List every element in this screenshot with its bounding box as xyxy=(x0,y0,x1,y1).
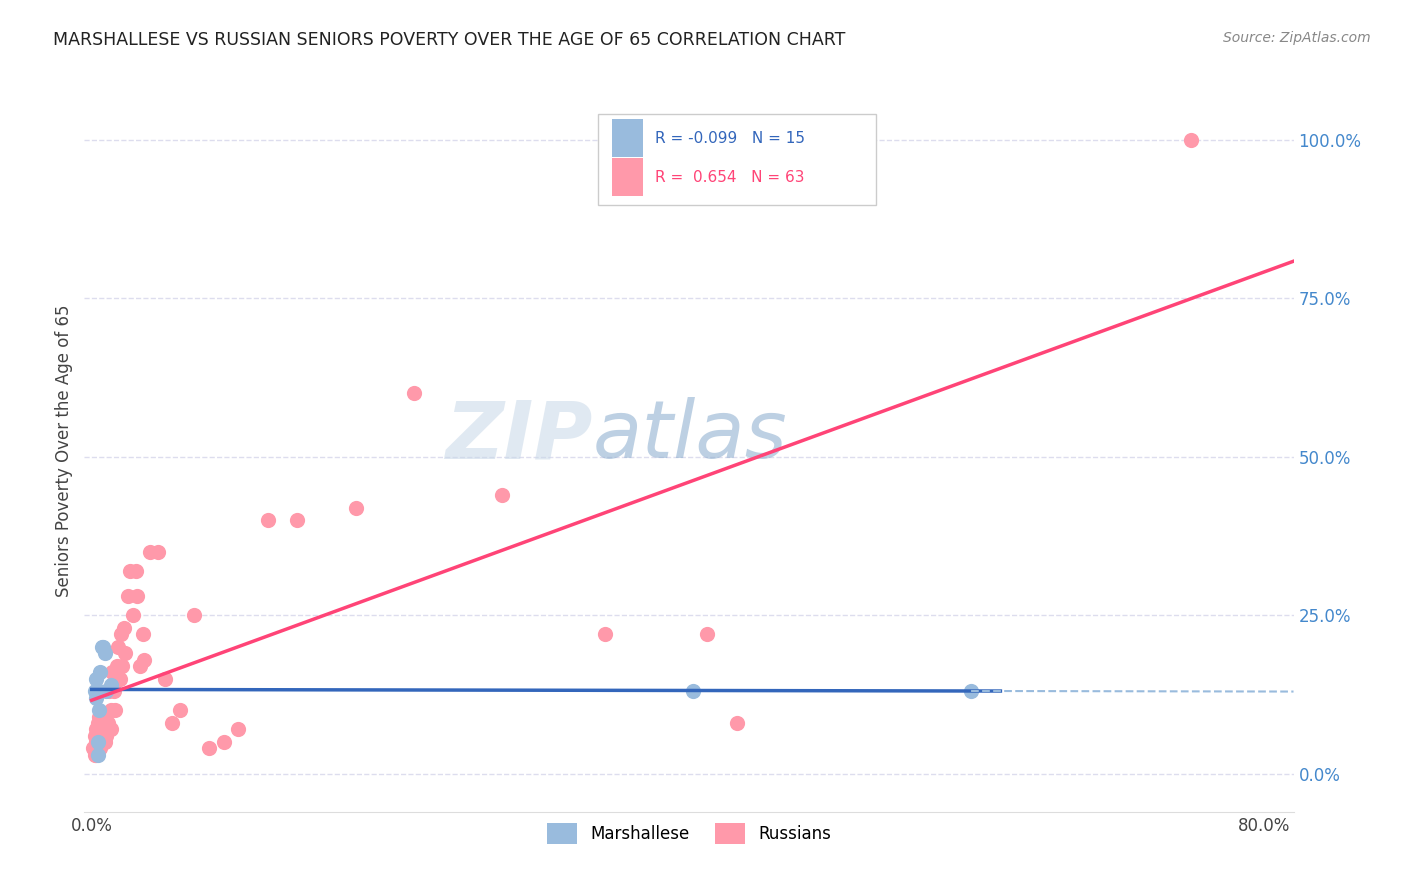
Point xyxy=(198,741,221,756)
Point xyxy=(100,703,122,717)
Point xyxy=(84,672,107,686)
Text: Source: ZipAtlas.com: Source: ZipAtlas.com xyxy=(1223,31,1371,45)
Point xyxy=(84,690,107,705)
Point xyxy=(491,488,513,502)
Point xyxy=(696,627,718,641)
Point xyxy=(960,684,983,698)
Point xyxy=(183,608,205,623)
Point xyxy=(146,545,169,559)
Point xyxy=(94,646,117,660)
Point xyxy=(100,678,122,692)
Point xyxy=(89,729,111,743)
Point xyxy=(86,716,108,731)
Point xyxy=(103,684,125,698)
Point xyxy=(89,716,111,731)
Point xyxy=(285,513,308,527)
Point xyxy=(93,723,115,737)
Point xyxy=(100,723,122,737)
Point xyxy=(87,735,110,749)
Point xyxy=(256,513,278,527)
Point xyxy=(82,741,104,756)
Point xyxy=(84,735,107,749)
Point xyxy=(89,665,111,680)
Point xyxy=(117,589,139,603)
Point xyxy=(86,741,108,756)
Point xyxy=(86,729,108,743)
Point xyxy=(682,684,704,698)
FancyBboxPatch shape xyxy=(599,114,876,205)
Point xyxy=(93,709,115,723)
Point xyxy=(91,729,114,743)
Point xyxy=(87,709,110,723)
Point xyxy=(725,716,748,731)
Point xyxy=(127,589,149,603)
Point xyxy=(132,627,155,641)
Point xyxy=(93,640,115,654)
Text: R =  0.654   N = 63: R = 0.654 N = 63 xyxy=(655,169,804,185)
Point xyxy=(104,703,127,717)
Point xyxy=(111,659,134,673)
Point xyxy=(212,735,235,749)
Point xyxy=(87,723,110,737)
Text: R = -0.099   N = 15: R = -0.099 N = 15 xyxy=(655,130,806,145)
Point xyxy=(344,500,367,515)
Point xyxy=(94,716,117,731)
Legend: Marshallese, Russians: Marshallese, Russians xyxy=(540,817,838,850)
Point xyxy=(118,564,141,578)
Point xyxy=(89,741,111,756)
Point xyxy=(107,640,129,654)
Point xyxy=(83,747,105,762)
FancyBboxPatch shape xyxy=(612,120,643,157)
Point xyxy=(91,640,114,654)
Point xyxy=(114,646,136,660)
Point xyxy=(83,729,105,743)
Point xyxy=(94,735,117,749)
Point xyxy=(124,564,146,578)
Point xyxy=(129,659,152,673)
Point xyxy=(84,723,107,737)
Point xyxy=(101,665,124,680)
Point xyxy=(112,621,135,635)
Text: MARSHALLESE VS RUSSIAN SENIORS POVERTY OVER THE AGE OF 65 CORRELATION CHART: MARSHALLESE VS RUSSIAN SENIORS POVERTY O… xyxy=(53,31,846,49)
FancyBboxPatch shape xyxy=(612,159,643,196)
Point xyxy=(404,386,426,401)
Point xyxy=(96,729,118,743)
Text: atlas: atlas xyxy=(592,397,787,475)
Point xyxy=(162,716,184,731)
Point xyxy=(593,627,616,641)
Point xyxy=(169,703,191,717)
Point xyxy=(108,672,131,686)
Point xyxy=(139,545,162,559)
Point xyxy=(110,627,132,641)
Point xyxy=(91,716,114,731)
Point xyxy=(97,716,120,731)
Point xyxy=(153,672,176,686)
Point xyxy=(87,684,110,698)
Point xyxy=(96,684,118,698)
Point xyxy=(1180,133,1202,147)
Point xyxy=(84,747,107,762)
Point xyxy=(105,659,128,673)
Point xyxy=(98,684,121,698)
Text: ZIP: ZIP xyxy=(444,397,592,475)
Y-axis label: Seniors Poverty Over the Age of 65: Seniors Poverty Over the Age of 65 xyxy=(55,304,73,597)
Point xyxy=(86,735,108,749)
Point xyxy=(96,716,118,731)
Point xyxy=(121,608,143,623)
Point xyxy=(87,703,110,717)
Point xyxy=(83,684,105,698)
Point xyxy=(134,652,156,666)
Point xyxy=(86,747,108,762)
Point xyxy=(226,723,249,737)
